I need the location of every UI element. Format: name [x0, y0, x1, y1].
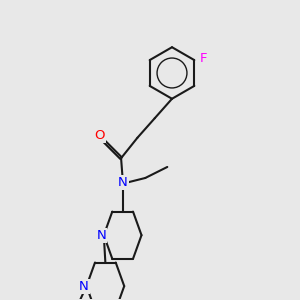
- Text: N: N: [118, 176, 128, 189]
- Text: N: N: [79, 280, 89, 292]
- Text: O: O: [94, 129, 105, 142]
- Text: F: F: [200, 52, 207, 65]
- Text: N: N: [96, 229, 106, 242]
